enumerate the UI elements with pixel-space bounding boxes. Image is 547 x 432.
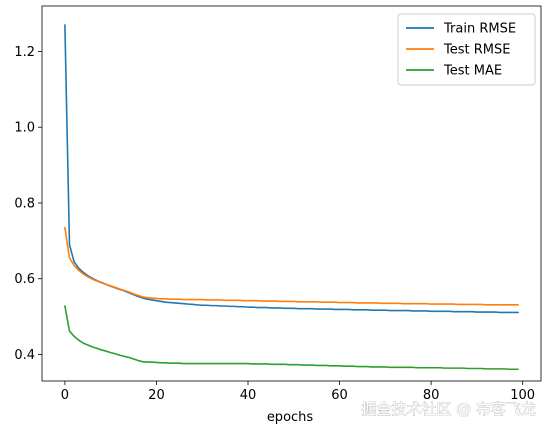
x-axis-label: epochs bbox=[267, 410, 314, 425]
y-tick-label: 0.6 bbox=[14, 272, 35, 287]
y-tick-label: 0.4 bbox=[14, 348, 35, 363]
legend-box bbox=[397, 13, 536, 86]
legend-label-test-mae: Test MAE bbox=[443, 64, 502, 79]
y-tick-label: 1.0 bbox=[14, 121, 35, 136]
plot-frame bbox=[41, 5, 542, 382]
x-tick-label: 40 bbox=[240, 388, 257, 403]
x-tick-label: 80 bbox=[423, 388, 440, 403]
y-tick-label: 0.8 bbox=[14, 196, 35, 211]
series-line-test-rmse bbox=[64, 226, 519, 306]
plot-area bbox=[41, 5, 542, 382]
series-line-test-mae bbox=[64, 305, 519, 371]
legend-label-train-rmse: Train RMSE bbox=[443, 22, 516, 37]
x-tick-label: 0 bbox=[61, 388, 69, 403]
legend: Train RMSE Test RMSE Test MAE bbox=[397, 13, 536, 86]
y-tick-label: 1.2 bbox=[14, 45, 35, 60]
series-line-train-rmse bbox=[64, 24, 519, 314]
x-axis: 0 20 40 60 80 100 bbox=[61, 381, 535, 403]
series-lines bbox=[64, 24, 519, 371]
x-tick-label: 60 bbox=[331, 388, 348, 403]
legend-label-test-rmse: Test RMSE bbox=[443, 43, 510, 58]
x-tick-label: 100 bbox=[510, 388, 535, 403]
watermark-text: 掘金技术社区 @ 布客飞龙 bbox=[361, 400, 536, 418]
x-tick-label: 20 bbox=[148, 388, 165, 403]
y-axis: 0.4 0.6 0.8 1.0 1.2 bbox=[14, 45, 42, 363]
